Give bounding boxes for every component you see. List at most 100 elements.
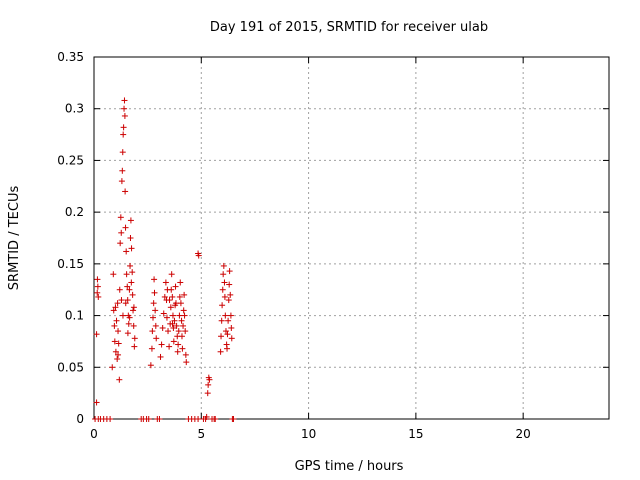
data-point bbox=[111, 338, 118, 345]
data-point bbox=[173, 322, 180, 329]
data-point bbox=[224, 345, 231, 352]
data-point bbox=[219, 302, 226, 309]
data-point bbox=[131, 343, 138, 350]
data-point bbox=[115, 328, 122, 335]
data-point bbox=[180, 322, 187, 329]
data-point bbox=[174, 348, 181, 355]
data-point bbox=[129, 269, 136, 276]
data-point bbox=[219, 286, 226, 293]
chart-title: Day 191 of 2015, SRMTID for receiver ula… bbox=[210, 20, 488, 35]
data-point bbox=[127, 262, 134, 269]
x-axis-label: GPS time / hours bbox=[295, 459, 404, 474]
data-point bbox=[119, 312, 126, 319]
data-point bbox=[129, 291, 136, 298]
y-tick-label: 0 bbox=[76, 412, 84, 426]
data-point bbox=[128, 245, 135, 252]
data-point bbox=[162, 279, 169, 286]
data-point bbox=[112, 348, 119, 355]
data-point bbox=[95, 293, 102, 300]
data-series bbox=[92, 97, 237, 422]
data-point bbox=[164, 286, 171, 293]
data-point bbox=[175, 328, 182, 335]
data-point bbox=[121, 97, 128, 104]
data-point bbox=[182, 328, 189, 335]
data-point bbox=[127, 217, 134, 224]
y-tick-label: 0.25 bbox=[57, 153, 84, 167]
data-point bbox=[110, 271, 117, 278]
data-point bbox=[171, 317, 178, 324]
data-point bbox=[225, 317, 232, 324]
data-point bbox=[217, 348, 224, 355]
data-point bbox=[224, 331, 231, 338]
data-point bbox=[120, 124, 127, 131]
data-point bbox=[160, 310, 167, 317]
data-point bbox=[222, 312, 229, 319]
data-point bbox=[203, 413, 210, 420]
y-tick-label: 0.05 bbox=[57, 360, 84, 374]
data-point bbox=[126, 314, 133, 321]
data-point bbox=[161, 293, 168, 300]
data-point bbox=[110, 307, 117, 314]
data-point bbox=[94, 283, 101, 290]
data-point bbox=[178, 317, 185, 324]
data-point bbox=[182, 351, 189, 358]
data-point bbox=[172, 283, 179, 290]
data-point bbox=[220, 262, 227, 269]
x-tick-label: 10 bbox=[301, 427, 316, 441]
data-point bbox=[130, 304, 137, 311]
data-point bbox=[166, 297, 173, 304]
data-point bbox=[181, 291, 188, 298]
data-point bbox=[222, 328, 229, 335]
data-point bbox=[230, 416, 237, 422]
data-point bbox=[119, 167, 126, 174]
data-point bbox=[169, 312, 176, 319]
data-point bbox=[114, 300, 121, 307]
data-point bbox=[149, 328, 156, 335]
data-point bbox=[169, 293, 176, 300]
data-point bbox=[181, 312, 188, 319]
x-tick-label: 15 bbox=[408, 427, 423, 441]
data-point bbox=[163, 314, 170, 321]
x-tick-label: 20 bbox=[516, 427, 531, 441]
y-tick-label: 0.15 bbox=[57, 257, 84, 271]
data-point bbox=[124, 330, 131, 337]
data-point bbox=[115, 351, 122, 358]
data-point bbox=[212, 416, 219, 422]
data-point bbox=[127, 235, 134, 241]
data-point bbox=[175, 341, 182, 348]
y-tick-label: 0.1 bbox=[65, 309, 84, 323]
data-point bbox=[152, 307, 159, 314]
data-point bbox=[168, 271, 175, 278]
data-point bbox=[118, 229, 125, 236]
data-point bbox=[117, 240, 124, 247]
data-point bbox=[107, 416, 114, 422]
data-point bbox=[204, 390, 211, 397]
data-point bbox=[122, 224, 129, 231]
x-tick-label: 5 bbox=[197, 427, 205, 441]
data-point bbox=[112, 304, 119, 311]
data-point bbox=[157, 353, 164, 360]
y-tick-label: 0.35 bbox=[57, 50, 84, 64]
data-point bbox=[169, 320, 176, 327]
data-point bbox=[123, 271, 130, 278]
data-point bbox=[117, 214, 124, 221]
data-point bbox=[228, 335, 235, 342]
data-point bbox=[124, 283, 131, 290]
data-point bbox=[177, 300, 184, 307]
data-point bbox=[119, 149, 126, 156]
data-point bbox=[122, 188, 129, 195]
data-point bbox=[170, 338, 177, 345]
data-point bbox=[128, 279, 135, 286]
data-point bbox=[118, 178, 125, 185]
data-point bbox=[176, 293, 183, 300]
data-point bbox=[93, 331, 100, 338]
data-point bbox=[228, 324, 235, 331]
x-axis: 0 5 10 15 20 bbox=[90, 57, 531, 441]
data-point bbox=[227, 312, 234, 319]
data-point bbox=[126, 286, 133, 293]
data-point bbox=[121, 105, 128, 112]
data-point bbox=[113, 317, 120, 324]
data-point bbox=[195, 416, 202, 422]
data-point bbox=[125, 320, 132, 327]
